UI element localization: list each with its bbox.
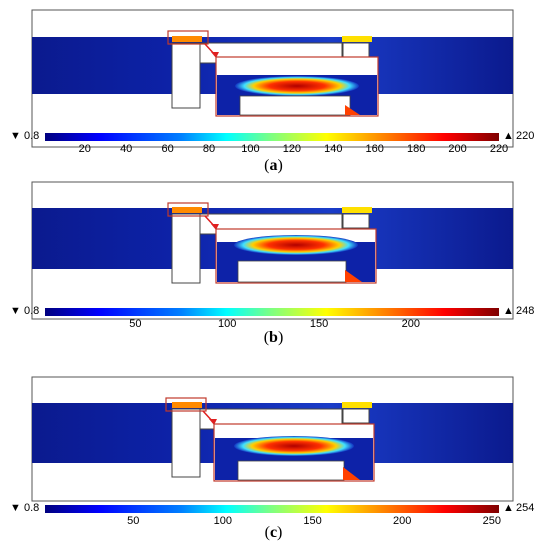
colorbar-tick-label: 200 <box>401 318 421 330</box>
colorbar-max-label-a: 220 <box>516 130 535 142</box>
right-contact-hotspot-a <box>342 36 372 42</box>
left-contact-hotspot-a <box>172 36 202 42</box>
max-marker-icon: ▲ <box>503 502 514 514</box>
colorbar-gradient-c <box>45 505 499 513</box>
right-pillar-b <box>342 213 370 229</box>
colorbar-tick-label: 150 <box>309 318 329 330</box>
colorbar-tick-label: 200 <box>448 143 467 155</box>
colorbar-tick-label: 200 <box>392 515 412 527</box>
zoom-region-marker-a <box>167 30 209 45</box>
zoom-arrowhead-b <box>211 224 219 230</box>
colorbar-gradient-a <box>45 133 499 141</box>
colorbar-max-label-c: 254 <box>516 502 535 514</box>
colorbar-tick-label: 250 <box>482 515 501 527</box>
zoom-arrowhead-a <box>211 52 219 58</box>
colorbar-tick-label: 50 <box>127 515 140 527</box>
max-marker-icon: ▲ <box>503 305 514 317</box>
left-pillar-a <box>171 42 201 109</box>
colorbar-tick-label: 100 <box>213 515 233 527</box>
colorbar-tick-label: 40 <box>120 143 133 155</box>
right-pillar-c <box>342 408 370 424</box>
colorbar-min-label-a: 0.8 <box>24 130 40 142</box>
min-marker-icon: ▼ <box>10 130 21 142</box>
left-contact-hotspot-b <box>172 207 202 213</box>
left-pillar-b <box>171 213 201 284</box>
caption-a: (a) <box>264 157 283 174</box>
right-contact-hotspot-b <box>342 207 372 213</box>
colorbar-tick-label: 100 <box>241 143 260 155</box>
panel-c: ▼ 0.8 ▲ 254 50 100 150 200 250 (c) <box>0 367 547 550</box>
inset-hotspot-b <box>234 235 358 255</box>
zoom-region-marker-b <box>167 202 209 217</box>
colorbar-tick-label: 20 <box>78 143 91 155</box>
inset-corner-hotspot-b <box>345 270 362 282</box>
zoom-region-marker-c <box>165 397 207 412</box>
left-pillar-c <box>171 408 201 478</box>
colorbar-tick-label: 50 <box>129 318 142 330</box>
colorbar-tick-label: 80 <box>202 143 216 155</box>
min-marker-icon: ▼ <box>10 305 21 317</box>
colorbar-tick-label: 140 <box>324 143 343 155</box>
colorbar-tick-label: 150 <box>303 515 322 527</box>
zoom-arrowhead-c <box>209 419 217 425</box>
colorbar-tick-label: 120 <box>282 143 302 155</box>
inset-electrode-c <box>237 460 345 481</box>
colorbar-tick-label: 160 <box>365 143 384 155</box>
left-contact-hotspot-c <box>172 402 202 408</box>
inset-corner-hotspot-a <box>345 105 360 115</box>
inset-hotspot-a <box>235 76 359 96</box>
min-marker-icon: ▼ <box>10 502 21 514</box>
right-pillar-a <box>342 42 370 58</box>
panel-a: ▼ 0.8 ▲ 220 20 40 60 80 100 120 140 160 180 200 22… <box>0 0 547 183</box>
colorbar-min-label-b: 0.8 <box>24 305 40 317</box>
colorbar-max-label-b: 248 <box>516 305 535 317</box>
caption-b: (b) <box>263 329 284 346</box>
colorbar-tick-label: 180 <box>406 143 426 155</box>
colorbar-min-label-c: 0.8 <box>24 502 40 514</box>
inset-corner-hotspot-c <box>343 467 360 480</box>
panel-b: ▼ 0.8 ▲ 248 50 100 150 200 (b) <box>0 172 547 355</box>
caption-c: (c) <box>264 524 283 541</box>
colorbar-tick-label: 220 <box>489 143 509 155</box>
inset-hotspot-c <box>234 436 354 456</box>
simulation-field-a <box>31 9 514 148</box>
max-marker-icon: ▲ <box>503 130 514 142</box>
inset-electrode-b <box>237 260 347 283</box>
simulation-field-c <box>31 376 514 502</box>
right-contact-hotspot-c <box>342 402 372 408</box>
simulation-field-b <box>31 181 514 320</box>
colorbar-tick-label: 100 <box>218 318 237 330</box>
colorbar-gradient-b <box>45 308 499 316</box>
inset-electrode-a <box>239 95 351 116</box>
colorbar-tick-label: 60 <box>161 143 174 155</box>
